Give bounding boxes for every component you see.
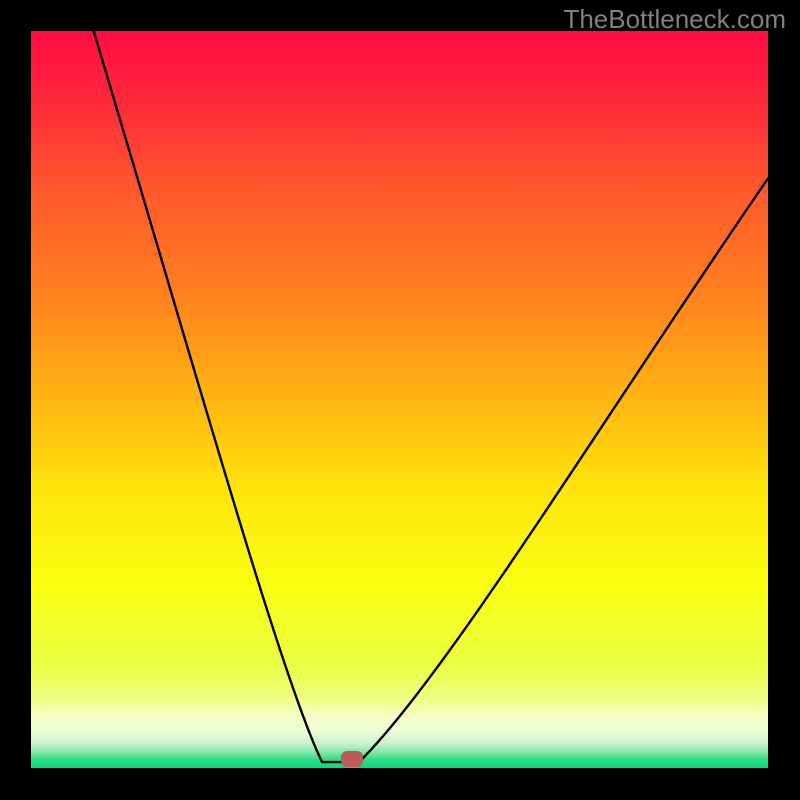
chart-stage: TheBottleneck.com: [0, 0, 800, 800]
plot-area: [31, 31, 768, 768]
watermark-text: TheBottleneck.com: [563, 4, 786, 35]
optimum-marker: [341, 751, 363, 767]
